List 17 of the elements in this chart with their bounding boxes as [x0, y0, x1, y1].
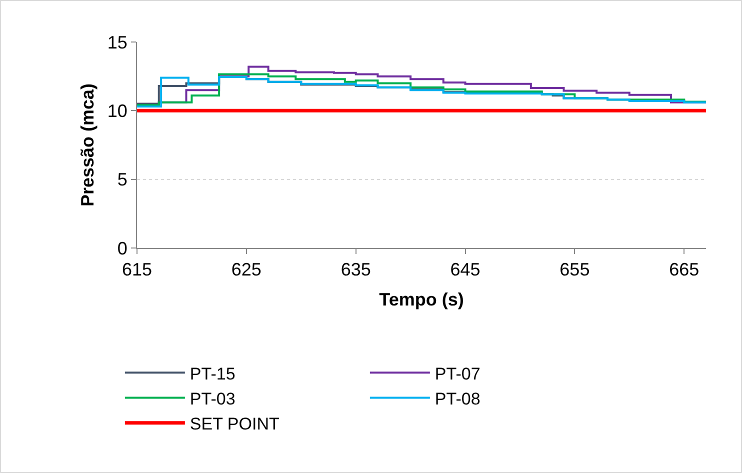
- legend-label: PT-15: [190, 364, 236, 384]
- x-axis-title: Tempo (s): [379, 290, 464, 310]
- legend-label: PT-07: [434, 364, 480, 384]
- legend-label: SET POINT: [190, 414, 280, 434]
- x-tick-label: 625: [231, 260, 262, 280]
- y-axis-title: Pressão (mca): [78, 83, 98, 207]
- y-tick-label: 10: [107, 100, 128, 121]
- y-tick-label: 15: [107, 32, 128, 52]
- x-tick-label: 635: [340, 260, 371, 280]
- legend-label: PT-08: [434, 389, 480, 408]
- y-tick-label: 0: [117, 238, 128, 258]
- x-tick-label: 615: [122, 260, 152, 280]
- legend-label: PT-03: [190, 389, 236, 408]
- x-tick-label: 665: [669, 260, 700, 280]
- x-tick-label: 655: [560, 260, 590, 280]
- x-tick-label: 645: [450, 260, 480, 280]
- y-tick-label: 5: [117, 170, 128, 190]
